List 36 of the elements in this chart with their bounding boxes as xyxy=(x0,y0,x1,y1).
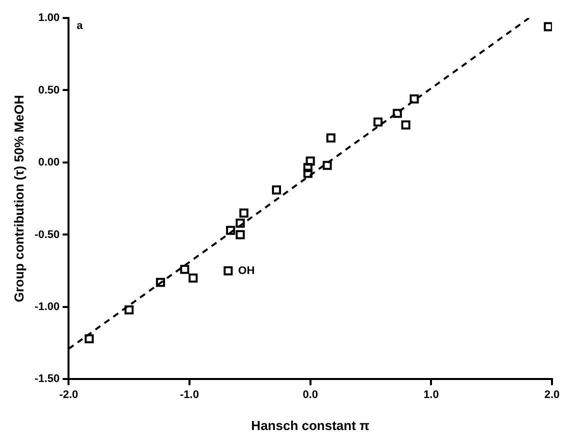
point xyxy=(303,168,312,178)
point xyxy=(236,218,245,228)
x-tick-label: 1.0 xyxy=(424,388,439,401)
x-axis-title: Hansch constant π xyxy=(251,418,370,433)
y-tick-label: 0.50 xyxy=(38,84,60,96)
point xyxy=(392,108,402,118)
x-tick-label: 2.0 xyxy=(544,388,560,401)
y-tick-label: -0.50 xyxy=(34,228,60,241)
point xyxy=(226,226,236,235)
y-axis-title: Group contribution (τ) 50% MeOH xyxy=(11,94,26,302)
x-tick-label: 0.0 xyxy=(302,388,318,401)
point xyxy=(124,305,134,314)
x-tick-label: -1.0 xyxy=(180,388,199,401)
point xyxy=(306,156,315,166)
point xyxy=(188,274,198,283)
point xyxy=(272,185,282,194)
point xyxy=(236,230,245,240)
annotation: a xyxy=(76,20,84,32)
y-tick-label: -1.00 xyxy=(34,300,60,313)
point xyxy=(326,133,336,142)
y-tick-label: -1.50 xyxy=(34,373,60,386)
y-tick-label: 1.00 xyxy=(38,12,60,24)
point xyxy=(410,94,419,104)
point xyxy=(84,334,94,344)
point xyxy=(303,163,312,172)
point xyxy=(544,22,552,32)
point xyxy=(373,117,383,127)
y-tick-label: 0.00 xyxy=(38,156,60,169)
point xyxy=(156,278,166,287)
point xyxy=(322,160,332,170)
annotation: OH xyxy=(238,264,255,277)
point xyxy=(224,266,233,276)
point xyxy=(239,208,248,218)
x-tick-label: -2.0 xyxy=(59,388,78,401)
point xyxy=(180,264,190,274)
point xyxy=(401,120,410,130)
